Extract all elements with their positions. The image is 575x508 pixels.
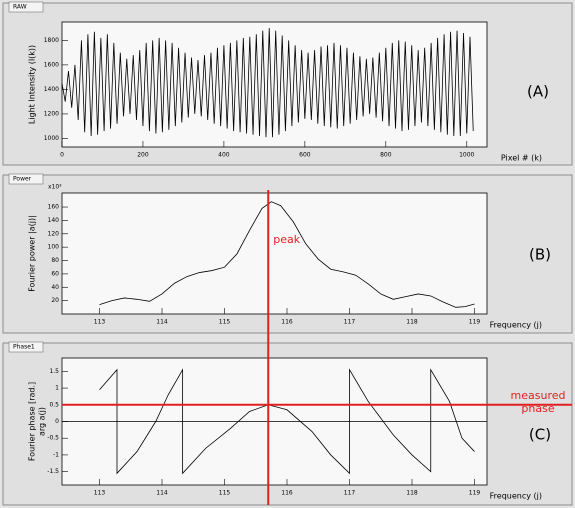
x-tick-label: 119: [469, 490, 481, 497]
x-tick-label: 0: [60, 152, 64, 159]
peak-annotation: peak: [273, 233, 300, 246]
x-tick-label: 119: [469, 319, 481, 326]
y-tick-label: 60: [51, 270, 59, 277]
x-tick-label: 115: [219, 319, 231, 326]
x-tick-label: 800: [380, 152, 392, 159]
x-tick-label: 113: [94, 490, 106, 497]
y-axis-label: Fourier phase [rad.]: [28, 382, 37, 461]
y-tick-label: 120: [48, 230, 60, 237]
x-tick-label: 115: [219, 490, 231, 497]
x-axis-label: Frequency (j): [490, 321, 542, 330]
y-tick-label: 80: [51, 257, 59, 264]
x-axis-label: Frequency (j): [490, 492, 542, 501]
x-tick-label: 114: [156, 319, 168, 326]
panel-title: Power: [13, 176, 32, 183]
data-line: [99, 201, 475, 308]
y-tick-label: 100: [48, 244, 60, 251]
x-tick-label: 113: [94, 319, 106, 326]
x-axis-label: Pixel # (k): [501, 154, 542, 163]
x-tick-label: 117: [344, 319, 356, 326]
y-tick-label: -0.5: [47, 435, 59, 442]
phase-annotation: phase: [521, 402, 554, 415]
x-tick-label: 117: [344, 490, 356, 497]
data-line: [61, 28, 474, 138]
y-tick-label: 1200: [44, 110, 59, 117]
y-tick-label: 1800: [44, 37, 59, 44]
panel-tab: [8, 173, 44, 185]
x-tick-label: 400: [218, 152, 230, 159]
panel-letter: (A): [527, 83, 549, 101]
y-tick-label: 1600: [44, 61, 59, 68]
y-tick-label: 0.5: [49, 401, 59, 408]
y-axis-label: Fourier power |a(j)|: [28, 215, 37, 292]
panel-letter: (B): [529, 246, 551, 264]
y-tick-label: 1.5: [49, 368, 59, 375]
x-tick-label: 200: [137, 152, 149, 159]
y-tick-label: 140: [48, 217, 60, 224]
y-tick-label: 160: [48, 204, 60, 211]
plot-area: [61, 192, 488, 315]
y-tick-label: -1: [53, 451, 59, 458]
x-tick-label: 116: [281, 319, 293, 326]
x-tick-label: 1000: [459, 152, 474, 159]
x-tick-label: 118: [406, 319, 418, 326]
y-axis-label: Light Intensity (I(k)): [28, 45, 37, 124]
y-tick-label: 1400: [44, 86, 59, 93]
plot-area: [61, 21, 488, 148]
panel-tab: [8, 1, 44, 13]
y-tick-label: 0: [55, 418, 59, 425]
panel-title: RAW: [13, 4, 27, 11]
x-tick-label: 118: [406, 490, 418, 497]
panel-title: Phase1: [13, 344, 35, 351]
y-multiplier: x10³: [48, 184, 62, 191]
y-tick-label: -1.5: [47, 468, 59, 475]
y-tick-label: 1000: [44, 135, 59, 142]
x-tick-label: 116: [281, 490, 293, 497]
x-tick-label: 600: [299, 152, 311, 159]
y-tick-label: 20: [51, 297, 59, 304]
panel-tab: [8, 341, 44, 353]
y-tick-label: 1: [55, 385, 59, 392]
x-tick-label: 114: [156, 490, 168, 497]
y-axis-label: arg a(j): [38, 407, 47, 436]
phase-annotation: measured: [511, 389, 566, 402]
y-tick-label: 40: [51, 284, 59, 291]
panel-letter: (C): [529, 426, 551, 444]
data-line: [99, 368, 475, 475]
